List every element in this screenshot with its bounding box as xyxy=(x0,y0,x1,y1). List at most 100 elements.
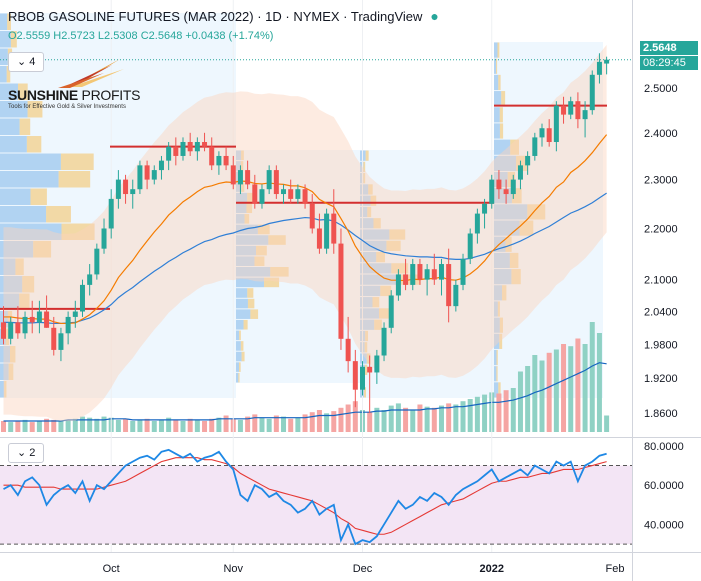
candle-body xyxy=(166,146,172,161)
volume-bar xyxy=(316,410,322,432)
volume-profile-bar xyxy=(268,235,286,245)
volume-bar xyxy=(309,412,315,432)
symbol-header[interactable]: RBOB GASOLINE FUTURES (MAR 2022) · 1D · … xyxy=(8,8,439,24)
volume-profile-bar xyxy=(0,136,27,153)
volume-bar xyxy=(568,346,574,432)
volume-profile-bar xyxy=(241,351,245,362)
volume-bar xyxy=(561,344,567,432)
candle-body xyxy=(388,295,394,328)
volume-profile-bar xyxy=(236,267,271,277)
volume-profile-bar xyxy=(494,139,511,155)
volume-profile-bar xyxy=(499,317,503,333)
volume-bar xyxy=(115,419,121,432)
volume-profile-bar xyxy=(0,188,31,205)
candle-body xyxy=(15,322,21,334)
volume-profile-bar xyxy=(509,252,519,269)
ohlc-values: O2.5559 H2.5723 L2.5308 C2.5648 +0.0438 … xyxy=(8,30,274,42)
candle-body xyxy=(51,327,57,350)
rsi-indicator-count: 2 xyxy=(29,447,36,459)
candle-body xyxy=(209,146,215,166)
volume-profile-bar xyxy=(516,155,529,171)
candle-body xyxy=(245,170,251,185)
candle-body xyxy=(1,322,6,339)
candle-body xyxy=(144,165,150,180)
volume-profile-bar xyxy=(61,223,95,240)
volume-bar xyxy=(259,417,265,432)
volume-bar xyxy=(424,406,430,432)
candle-body xyxy=(187,142,193,152)
candle-body xyxy=(345,338,351,362)
candle-body xyxy=(151,170,157,180)
candle-body xyxy=(309,203,315,229)
volume-profile-bar xyxy=(247,192,254,203)
volume-bar xyxy=(367,412,373,432)
candle-body xyxy=(288,189,294,199)
volume-profile-bar xyxy=(241,150,244,161)
volume-profile-bar xyxy=(360,251,377,263)
time-tick-label: 2022 xyxy=(479,563,503,575)
price-tick-label: 1.9800 xyxy=(644,339,678,351)
volume-bar xyxy=(431,407,437,432)
volume-profile-bar xyxy=(236,298,248,309)
volume-bar xyxy=(194,419,200,432)
volume-bar xyxy=(216,417,222,432)
rsi-indicator-badge[interactable]: ⌄ 2 xyxy=(8,443,45,463)
volume-profile-bar xyxy=(494,58,497,74)
time-tick-label: Dec xyxy=(353,563,373,575)
candle-body xyxy=(381,327,387,356)
candle-body xyxy=(546,128,552,143)
indicator-count-badge[interactable]: ⌄ 4 xyxy=(8,52,45,72)
volume-profile-bar xyxy=(236,330,240,341)
volume-profile-bar xyxy=(236,309,251,319)
candle-body xyxy=(237,170,243,185)
candle-body xyxy=(575,101,581,120)
volume-profile-bar xyxy=(264,277,280,288)
sunshine-profits-logo: SUNSHINE PROFITS Tools for Effective Gol… xyxy=(8,55,148,115)
candle-body xyxy=(596,61,602,75)
volume-profile-bar xyxy=(7,13,11,30)
volume-profile-bar xyxy=(360,218,374,229)
volume-profile-bar xyxy=(360,308,379,319)
volume-profile-bar xyxy=(256,245,267,256)
candle-body xyxy=(438,264,444,280)
last-price-label: 2.5648 xyxy=(640,41,698,55)
volume-profile-bar xyxy=(494,317,500,333)
volume-profile-bar xyxy=(360,319,375,330)
volume-bar xyxy=(273,415,279,432)
volume-profile-bar xyxy=(0,31,11,48)
volume-profile-bar xyxy=(247,298,255,309)
volume-bar xyxy=(417,404,423,432)
candle-body xyxy=(604,59,610,64)
volume-profile-bar xyxy=(496,349,498,366)
volume-bar xyxy=(453,404,459,432)
volume-bar xyxy=(8,422,14,432)
volume-profile-bar xyxy=(236,256,255,266)
volume-profile-bar xyxy=(360,274,400,285)
volume-profile-bar xyxy=(386,240,401,251)
volume-profile-bar xyxy=(389,229,406,240)
volume-profile-bar xyxy=(8,363,14,380)
volume-bar xyxy=(166,417,172,432)
volume-profile-bar xyxy=(372,297,380,308)
chevron-down-icon: ⌄ xyxy=(17,447,27,459)
volume-profile-bar xyxy=(494,91,502,107)
candle-body xyxy=(36,311,42,323)
candle-body xyxy=(108,198,114,229)
volume-bar xyxy=(388,405,394,432)
symbol-title: RBOB GASOLINE FUTURES (MAR 2022) · 1D · … xyxy=(8,9,423,24)
volume-profile-bar xyxy=(494,349,497,366)
volume-bar xyxy=(503,390,509,432)
volume-bar xyxy=(438,405,444,432)
volume-profile-bar xyxy=(58,171,91,188)
volume-profile-bar xyxy=(0,223,62,240)
volume-profile-bar xyxy=(236,182,242,192)
ohlc-readout: O2.5559 H2.5723 L2.5308 C2.5648 +0.0438 … xyxy=(8,30,273,42)
candle-body xyxy=(158,160,164,171)
candle-body xyxy=(94,248,100,275)
chevron-down-icon: ⌄ xyxy=(17,56,27,68)
volume-bar xyxy=(532,355,538,432)
volume-profile-bar xyxy=(0,241,34,258)
volume-bar xyxy=(553,349,559,432)
candle-body xyxy=(561,105,567,115)
candle-body xyxy=(8,322,14,339)
